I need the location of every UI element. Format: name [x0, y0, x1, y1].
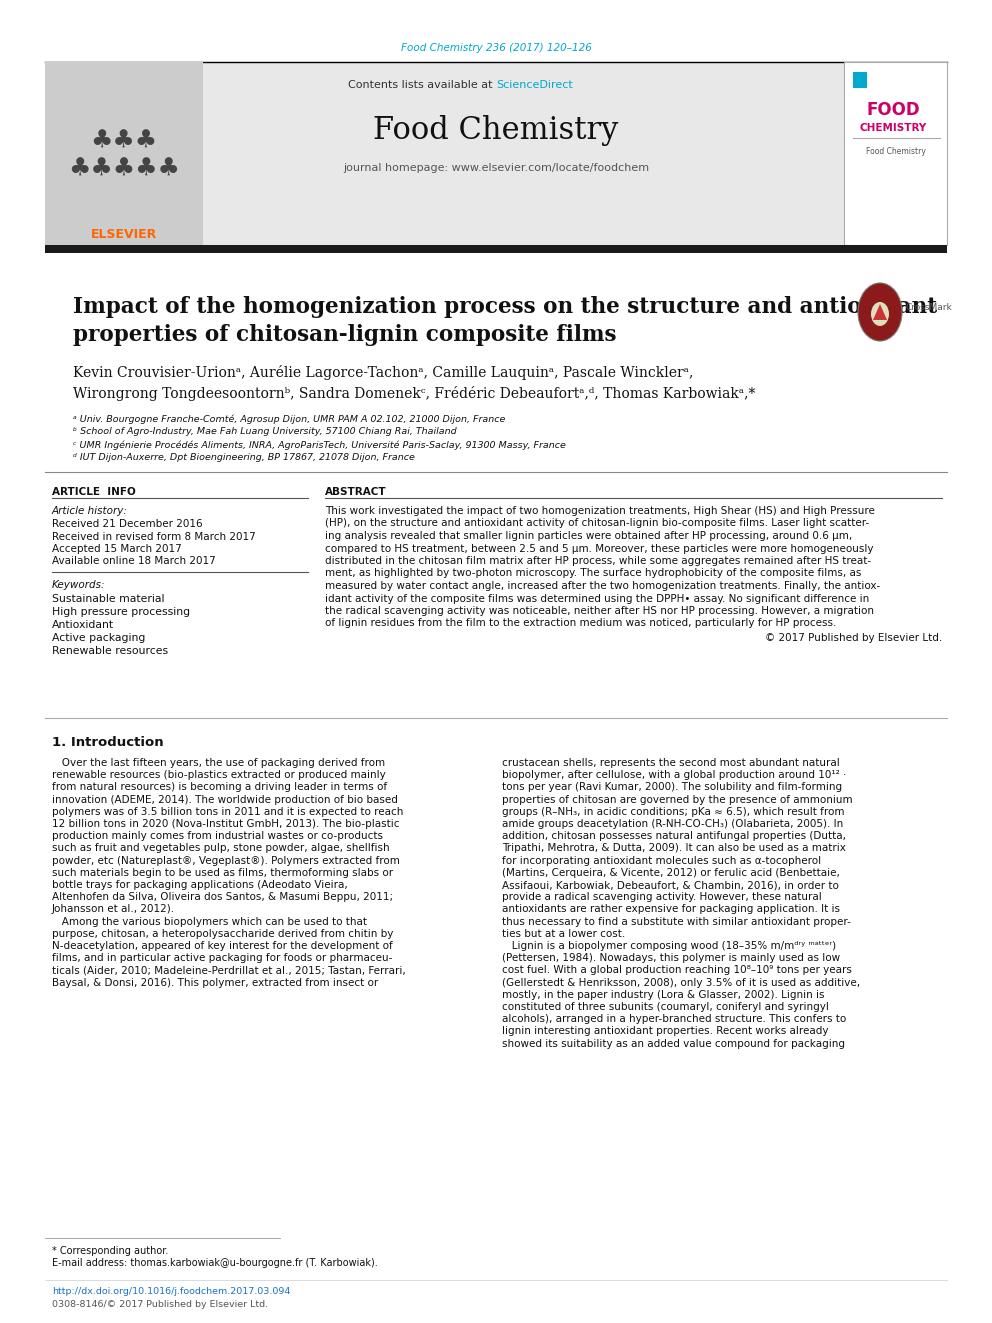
Text: Available online 18 March 2017: Available online 18 March 2017 [52, 557, 215, 566]
Text: such materials begin to be used as films, thermoforming slabs or: such materials begin to be used as films… [52, 868, 393, 877]
Text: High pressure processing: High pressure processing [52, 607, 190, 617]
Bar [45, 62, 947, 245]
Text: groups (R–NH₃, in acidic conditions; pKa ≈ 6.5), which result from: groups (R–NH₃, in acidic conditions; pKa… [502, 807, 844, 816]
Text: Food Chemistry 236 (2017) 120–126: Food Chemistry 236 (2017) 120–126 [401, 44, 591, 53]
Text: ARTICLE  INFO: ARTICLE INFO [52, 487, 136, 497]
Text: crustacean shells, represents the second most abundant natural: crustacean shells, represents the second… [502, 758, 840, 767]
Text: ing analysis revealed that smaller lignin particles were obtained after HP proce: ing analysis revealed that smaller ligni… [325, 531, 852, 541]
Text: Wirongrong Tongdeesoontornᵇ, Sandra Domenekᶜ, Frédéric Debeaufortᵃ,ᵈ, Thomas Kar: Wirongrong Tongdeesoontornᵇ, Sandra Dome… [73, 386, 755, 401]
Text: provide a radical scavenging activity. However, these natural: provide a radical scavenging activity. H… [502, 892, 821, 902]
Text: antioxidants are rather expensive for packaging application. It is: antioxidants are rather expensive for pa… [502, 905, 840, 914]
Text: Lignin is a biopolymer composing wood (18–35% m/mᵈʳʸ ᵐᵃᵗᵗᵉʳ): Lignin is a biopolymer composing wood (1… [502, 941, 836, 951]
Text: Received in revised form 8 March 2017: Received in revised form 8 March 2017 [52, 532, 256, 541]
Text: thus necessary to find a substitute with similar antioxidant proper-: thus necessary to find a substitute with… [502, 917, 851, 926]
Text: http://dx.doi.org/10.1016/j.foodchem.2017.03.094: http://dx.doi.org/10.1016/j.foodchem.201… [52, 1287, 291, 1297]
Text: idant activity of the composite films was determined using the DPPH• assay. No s: idant activity of the composite films wa… [325, 594, 869, 603]
Text: FOOD: FOOD [866, 101, 920, 119]
Text: Johansson et al., 2012).: Johansson et al., 2012). [52, 905, 176, 914]
Text: Over the last fifteen years, the use of packaging derived from: Over the last fifteen years, the use of … [52, 758, 385, 767]
Text: Baysal, & Donsi, 2016). This polymer, extracted from insect or: Baysal, & Donsi, 2016). This polymer, ex… [52, 978, 378, 987]
Bar [45, 62, 203, 245]
Text: polymers was of 3.5 billion tons in 2011 and it is expected to reach: polymers was of 3.5 billion tons in 2011… [52, 807, 404, 816]
Ellipse shape [858, 283, 902, 341]
Text: cost fuel. With a global production reaching 10⁸–10⁹ tons per years: cost fuel. With a global production reac… [502, 966, 852, 975]
Text: ment, as highlighted by two-photon microscopy. The surface hydrophobicity of the: ment, as highlighted by two-photon micro… [325, 569, 861, 578]
Text: ᵃ Univ. Bourgogne Franche-Comté, Agrosup Dijon, UMR PAM A 02.102, 21000 Dijon, F: ᵃ Univ. Bourgogne Franche-Comté, Agrosup… [73, 414, 505, 423]
Text: (HP), on the structure and antioxidant activity of chitosan-lignin bio-composite: (HP), on the structure and antioxidant a… [325, 519, 869, 528]
Text: showed its suitability as an added value compound for packaging: showed its suitability as an added value… [502, 1039, 845, 1049]
Text: purpose, chitosan, a heteropolysaccharide derived from chitin by: purpose, chitosan, a heteropolysaccharid… [52, 929, 394, 939]
Text: ticals (Aider, 2010; Madeleine-Perdrillat et al., 2015; Tastan, Ferrari,: ticals (Aider, 2010; Madeleine-Perdrilla… [52, 966, 406, 975]
Text: Altenhofen da Silva, Oliveira dos Santos, & Masumi Beppu, 2011;: Altenhofen da Silva, Oliveira dos Santos… [52, 892, 393, 902]
Text: Contents lists available at: Contents lists available at [348, 79, 496, 90]
Text: alcohols), arranged in a hyper-branched structure. This confers to: alcohols), arranged in a hyper-branched … [502, 1015, 846, 1024]
Text: films, and in particular active packaging for foods or pharmaceu-: films, and in particular active packagin… [52, 953, 393, 963]
Text: properties of chitosan are governed by the presence of ammonium: properties of chitosan are governed by t… [502, 795, 853, 804]
Text: Food Chemistry: Food Chemistry [373, 115, 619, 146]
Text: Food Chemistry: Food Chemistry [866, 147, 926, 156]
Text: 12 billion tons in 2020 (Nova-Institut GmbH, 2013). The bio-plastic: 12 billion tons in 2020 (Nova-Institut G… [52, 819, 400, 830]
Text: Kevin Crouvisier-Urionᵃ, Aurélie Lagorce-Tachonᵃ, Camille Lauquinᵃ, Pascale Winc: Kevin Crouvisier-Urionᵃ, Aurélie Lagorce… [73, 365, 693, 380]
Bar [844, 62, 947, 245]
Text: the radical scavenging activity was noticeable, neither after HS nor HP processi: the radical scavenging activity was noti… [325, 606, 874, 617]
Text: powder, etc (Natureplast®, Vegeplast®). Polymers extracted from: powder, etc (Natureplast®, Vegeplast®). … [52, 856, 400, 865]
Text: ᵇ School of Agro-Industry, Mae Fah Luang University, 57100 Chiang Rai, Thailand: ᵇ School of Agro-Industry, Mae Fah Luang… [73, 427, 456, 437]
Text: Impact of the homogenization process on the structure and antioxidant: Impact of the homogenization process on … [73, 296, 937, 318]
Text: production mainly comes from industrial wastes or co-products: production mainly comes from industrial … [52, 831, 383, 841]
Text: This work investigated the impact of two homogenization treatments, High Shear (: This work investigated the impact of two… [325, 505, 875, 516]
Bar [45, 245, 947, 253]
Text: from natural resources) is becoming a driving leader in terms of: from natural resources) is becoming a dr… [52, 782, 387, 792]
Text: addition, chitosan possesses natural antifungal properties (Dutta,: addition, chitosan possesses natural ant… [502, 831, 846, 841]
Text: Among the various biopolymers which can be used to that: Among the various biopolymers which can … [52, 917, 367, 926]
Text: Keywords:: Keywords: [52, 579, 105, 590]
Ellipse shape [871, 302, 889, 325]
Text: E-mail address: thomas.karbowiak@u-bourgogne.fr (T. Karbowiak).: E-mail address: thomas.karbowiak@u-bourg… [52, 1258, 378, 1267]
Text: such as fruit and vegetables pulp, stone powder, algae, shellfish: such as fruit and vegetables pulp, stone… [52, 843, 390, 853]
Text: bottle trays for packaging applications (Adeodato Vieira,: bottle trays for packaging applications … [52, 880, 348, 890]
Text: (Gellerstedt & Henriksson, 2008), only 3.5% of it is used as additive,: (Gellerstedt & Henriksson, 2008), only 3… [502, 978, 860, 987]
Text: 0308-8146/© 2017 Published by Elsevier Ltd.: 0308-8146/© 2017 Published by Elsevier L… [52, 1301, 268, 1308]
Text: amide groups deacetylation (R-NH-CO-CH₃) (Olabarieta, 2005). In: amide groups deacetylation (R-NH-CO-CH₃)… [502, 819, 843, 830]
Text: CHEMISTRY: CHEMISTRY [859, 123, 927, 134]
Text: tons per year (Ravi Kumar, 2000). The solubility and film-forming: tons per year (Ravi Kumar, 2000). The so… [502, 782, 842, 792]
Text: innovation (ADEME, 2014). The worldwide production of bio based: innovation (ADEME, 2014). The worldwide … [52, 795, 398, 804]
Text: * Corresponding author.: * Corresponding author. [52, 1246, 169, 1256]
Text: measured by water contact angle, increased after the two homogenization treatmen: measured by water contact angle, increas… [325, 581, 880, 591]
Text: Renewable resources: Renewable resources [52, 646, 168, 656]
Text: ties but at a lower cost.: ties but at a lower cost. [502, 929, 625, 939]
Text: biopolymer, after cellulose, with a global production around 10¹² ·: biopolymer, after cellulose, with a glob… [502, 770, 846, 781]
Text: 1. Introduction: 1. Introduction [52, 736, 164, 749]
Text: © 2017 Published by Elsevier Ltd.: © 2017 Published by Elsevier Ltd. [765, 632, 942, 643]
Text: ᵈ IUT Dijon-Auxerre, Dpt Bioengineering, BP 17867, 21078 Dijon, France: ᵈ IUT Dijon-Auxerre, Dpt Bioengineering,… [73, 452, 415, 462]
Text: ELSEVIER: ELSEVIER [91, 229, 157, 242]
Text: (Martins, Cerqueira, & Vicente, 2012) or ferulic acid (Benbettaie,: (Martins, Cerqueira, & Vicente, 2012) or… [502, 868, 840, 877]
Text: Tripathi, Mehrotra, & Dutta, 2009). It can also be used as a matrix: Tripathi, Mehrotra, & Dutta, 2009). It c… [502, 843, 846, 853]
Text: mostly, in the paper industry (Lora & Glasser, 2002). Lignin is: mostly, in the paper industry (Lora & Gl… [502, 990, 824, 1000]
Text: ♣♣♣
♣♣♣♣♣: ♣♣♣ ♣♣♣♣♣ [68, 130, 180, 181]
Polygon shape [873, 304, 887, 320]
Text: renewable resources (bio-plastics extracted or produced mainly: renewable resources (bio-plastics extrac… [52, 770, 386, 781]
Text: Received 21 December 2016: Received 21 December 2016 [52, 519, 202, 529]
Text: CrossMark: CrossMark [906, 303, 952, 312]
Text: of lignin residues from the film to the extraction medium was noticed, particula: of lignin residues from the film to the … [325, 618, 836, 628]
Text: constituted of three subunits (coumaryl, coniferyl and syringyl: constituted of three subunits (coumaryl,… [502, 1002, 829, 1012]
Text: lignin interesting antioxidant properties. Recent works already: lignin interesting antioxidant propertie… [502, 1027, 828, 1036]
Text: ScienceDirect: ScienceDirect [496, 79, 572, 90]
Text: Assifaoui, Karbowiak, Debeaufort, & Chambin, 2016), in order to: Assifaoui, Karbowiak, Debeaufort, & Cham… [502, 880, 839, 890]
Text: compared to HS treatment, between 2.5 and 5 μm. Moreover, these particles were m: compared to HS treatment, between 2.5 an… [325, 544, 874, 553]
Text: (Pettersen, 1984). Nowadays, this polymer is mainly used as low: (Pettersen, 1984). Nowadays, this polyme… [502, 953, 840, 963]
Text: N-deacetylation, appeared of key interest for the development of: N-deacetylation, appeared of key interes… [52, 941, 393, 951]
Text: journal homepage: www.elsevier.com/locate/foodchem: journal homepage: www.elsevier.com/locat… [343, 163, 649, 173]
Text: Active packaging: Active packaging [52, 632, 146, 643]
Text: properties of chitosan-lignin composite films: properties of chitosan-lignin composite … [73, 324, 616, 347]
Text: Antioxidant: Antioxidant [52, 620, 114, 630]
Text: Article history:: Article history: [52, 505, 128, 516]
Text: distributed in the chitosan film matrix after HP process, while some aggregates : distributed in the chitosan film matrix … [325, 556, 871, 566]
Bar [853, 71, 867, 89]
Text: ᶜ UMR Ingénierie Procédés Aliments, INRA, AgroParisTech, Université Paris-Saclay: ᶜ UMR Ingénierie Procédés Aliments, INRA… [73, 441, 565, 450]
Text: Accepted 15 March 2017: Accepted 15 March 2017 [52, 544, 182, 554]
Text: ABSTRACT: ABSTRACT [325, 487, 387, 497]
Text: Sustainable material: Sustainable material [52, 594, 165, 605]
Text: for incorporating antioxidant molecules such as α-tocopherol: for incorporating antioxidant molecules … [502, 856, 821, 865]
